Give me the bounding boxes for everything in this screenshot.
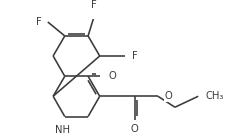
Text: CH₃: CH₃ [204,91,223,101]
Text: O: O [108,71,116,81]
Text: O: O [130,124,138,134]
Text: NH: NH [55,125,70,135]
Text: F: F [131,51,137,61]
Text: O: O [164,91,172,101]
Text: F: F [35,17,41,27]
Text: F: F [91,0,97,10]
